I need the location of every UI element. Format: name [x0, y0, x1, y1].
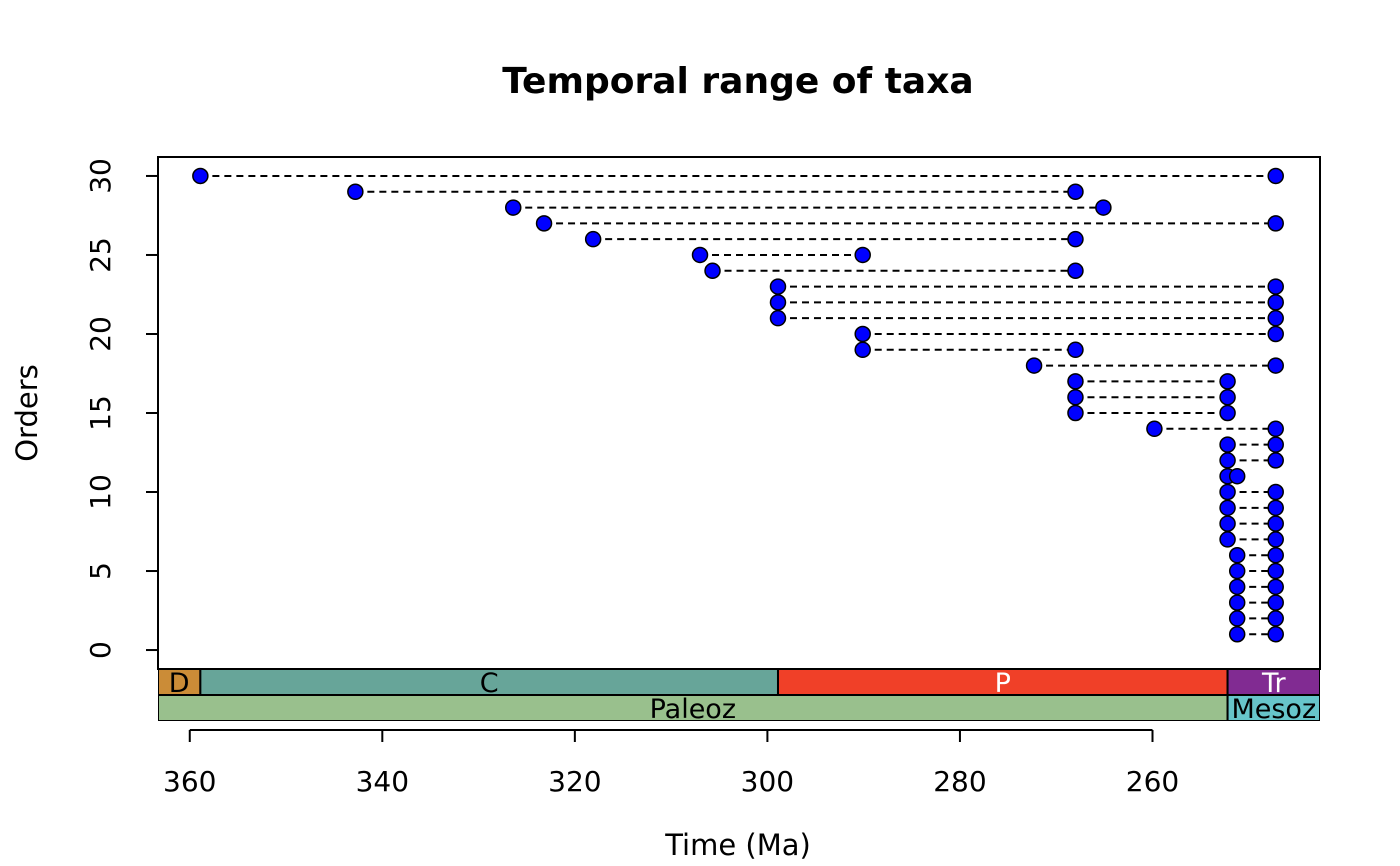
- last-occurrence-point: [1267, 515, 1284, 532]
- first-occurrence-point: [1219, 531, 1236, 548]
- last-occurrence-point: [1267, 325, 1284, 343]
- first-occurrence-point: [1219, 452, 1236, 469]
- first-occurrence-point: [1067, 373, 1084, 390]
- period-band: [1226, 669, 1320, 696]
- first-occurrence-point: [1219, 515, 1236, 532]
- first-occurrence-point: [1228, 625, 1246, 643]
- era-band: [1226, 694, 1320, 721]
- last-occurrence-point: [1267, 436, 1284, 453]
- last-occurrence-point: [1267, 483, 1284, 501]
- last-occurrence-point: [1219, 388, 1236, 406]
- plot-frame: [157, 156, 1321, 670]
- first-occurrence-point: [347, 183, 364, 201]
- first-occurrence-point: [769, 294, 787, 311]
- first-occurrence-point: [854, 325, 871, 343]
- first-occurrence-point: [1219, 436, 1236, 453]
- last-occurrence-point: [1267, 294, 1284, 311]
- first-occurrence-point: [192, 167, 209, 185]
- first-occurrence-point: [1067, 388, 1084, 406]
- last-occurrence-point: [1267, 546, 1284, 564]
- first-occurrence-point: [535, 215, 553, 232]
- era-label: Mesoz: [1231, 694, 1316, 725]
- last-occurrence-point: [1095, 199, 1112, 216]
- first-occurrence-point: [1228, 562, 1246, 580]
- last-occurrence-point: [1267, 594, 1284, 611]
- x-axis-label: Time (Ma): [664, 828, 811, 862]
- first-occurrence-point: [1219, 483, 1236, 501]
- last-occurrence-point: [1267, 309, 1284, 327]
- first-occurrence-point: [769, 278, 787, 295]
- first-occurrence-point: [691, 246, 709, 264]
- last-occurrence-point: [1219, 404, 1236, 422]
- first-occurrence-point: [584, 230, 602, 248]
- last-occurrence-point: [1267, 215, 1284, 232]
- y-axis: 0 5 10 15 20 25 30: [84, 158, 159, 659]
- x-tick-label: 340: [356, 765, 409, 798]
- last-occurrence-point: [1267, 625, 1284, 643]
- last-occurrence-point: [1067, 230, 1084, 248]
- y-tick-label: 30: [84, 158, 117, 194]
- era-label: Paleoz: [650, 694, 736, 725]
- last-occurrence-point: [1267, 531, 1284, 548]
- first-occurrence-point: [1067, 404, 1084, 422]
- first-occurrence-point: [854, 341, 871, 359]
- range-segments: [200, 174, 1276, 636]
- y-tick-label: 0: [84, 641, 117, 659]
- last-occurrence-point: [1267, 499, 1284, 517]
- x-tick-label: 360: [163, 765, 216, 798]
- first-occurrence-point: [769, 309, 787, 327]
- y-tick-label: 15: [84, 395, 117, 431]
- y-axis-label: Orders: [10, 364, 44, 462]
- first-occurrence-point: [504, 199, 522, 216]
- y-tick-label: 20: [84, 316, 117, 352]
- period-label: P: [995, 668, 1011, 699]
- first-occurrence-point: [1025, 357, 1043, 374]
- y-tick-label: 10: [84, 474, 117, 510]
- last-occurrence-point: [1267, 610, 1284, 627]
- first-occurrence-point: [1228, 578, 1246, 596]
- last-occurrence-point: [1228, 467, 1246, 485]
- range-points: [192, 167, 1284, 643]
- last-occurrence-point: [1067, 183, 1084, 201]
- last-occurrence-point: [1267, 562, 1284, 580]
- last-occurrence-point: [1067, 341, 1084, 359]
- first-occurrence-point: [1219, 499, 1236, 517]
- x-tick-label: 260: [1126, 765, 1179, 798]
- last-occurrence-point: [1067, 262, 1084, 280]
- last-occurrence-point: [1267, 278, 1284, 295]
- chart-title: Temporal range of taxa: [502, 61, 973, 102]
- first-occurrence-point: [1228, 594, 1246, 611]
- first-occurrence-point: [1228, 610, 1246, 627]
- first-occurrence-point: [1146, 420, 1163, 438]
- x-axis: 360 340 320 300 280 260: [163, 729, 1179, 798]
- first-occurrence-point: [704, 262, 721, 280]
- x-tick-label: 280: [933, 765, 986, 798]
- period-label: D: [169, 668, 190, 699]
- last-occurrence-point: [1219, 373, 1236, 390]
- last-occurrence-point: [1267, 357, 1284, 374]
- last-occurrence-point: [1267, 420, 1284, 438]
- y-tick-label: 25: [84, 237, 117, 273]
- x-tick-label: 300: [741, 765, 794, 798]
- last-occurrence-point: [1267, 167, 1284, 185]
- last-occurrence-point: [1267, 452, 1284, 469]
- x-tick-label: 320: [548, 765, 601, 798]
- last-occurrence-point: [1267, 578, 1284, 596]
- period-label: C: [480, 668, 499, 699]
- first-occurrence-point: [1228, 546, 1246, 564]
- last-occurrence-point: [854, 246, 871, 264]
- y-tick-label: 5: [84, 562, 117, 580]
